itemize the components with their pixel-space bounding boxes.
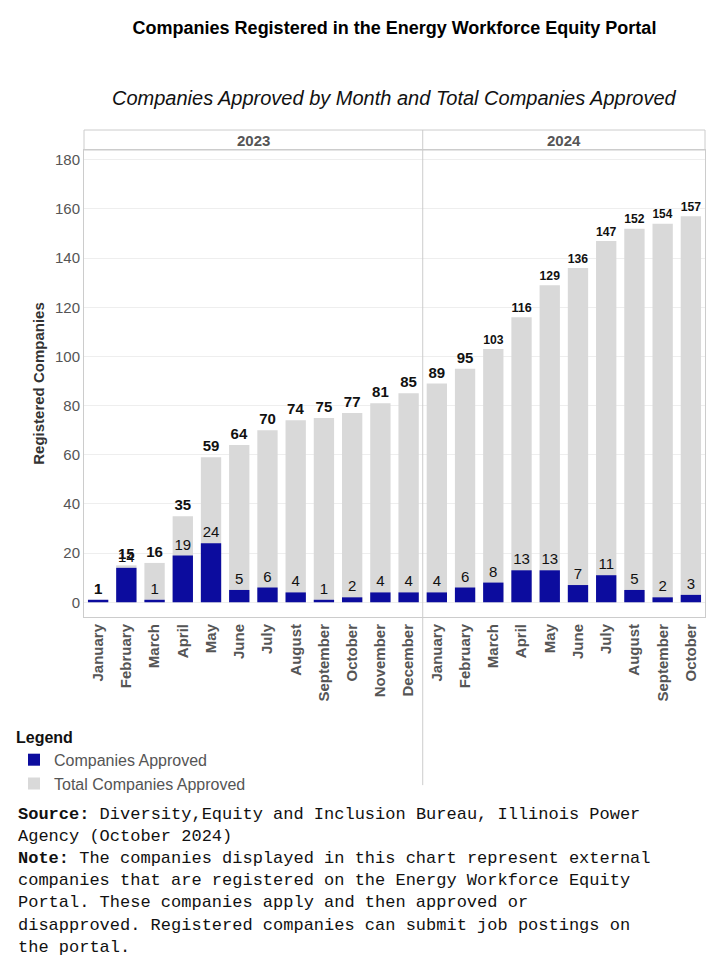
svg-text:180: 180 — [55, 151, 80, 168]
svg-text:May: May — [202, 623, 219, 653]
svg-text:2023: 2023 — [237, 132, 270, 149]
svg-text:Legend: Legend — [16, 729, 73, 746]
svg-text:120: 120 — [55, 299, 80, 316]
svg-text:October: October — [343, 624, 360, 682]
svg-text:1: 1 — [94, 580, 102, 597]
svg-text:24: 24 — [203, 523, 220, 540]
svg-text:October: October — [682, 624, 699, 682]
svg-text:103: 103 — [483, 333, 504, 347]
svg-text:60: 60 — [63, 446, 80, 463]
svg-text:February: February — [117, 623, 134, 688]
svg-text:Source: Diversity,Equity and I: Source: Diversity,Equity and Inclusion B… — [18, 805, 651, 957]
svg-text:140: 140 — [55, 249, 80, 266]
svg-text:6: 6 — [461, 568, 469, 585]
svg-text:74: 74 — [287, 400, 304, 417]
svg-text:81: 81 — [372, 383, 389, 400]
svg-text:1: 1 — [150, 580, 158, 597]
svg-text:November: November — [371, 624, 388, 698]
svg-text:85: 85 — [400, 373, 417, 390]
svg-text:Total Companies Approved: Total Companies Approved — [54, 776, 245, 793]
svg-text:1: 1 — [320, 580, 328, 597]
svg-text:160: 160 — [55, 200, 80, 217]
svg-text:147: 147 — [596, 225, 617, 239]
svg-text:5: 5 — [235, 570, 243, 587]
svg-text:4: 4 — [404, 572, 412, 589]
svg-text:July: July — [258, 623, 275, 654]
svg-text:100: 100 — [55, 348, 80, 365]
svg-text:Companies Registered in the En: Companies Registered in the Energy Workf… — [133, 18, 657, 38]
svg-text:35: 35 — [174, 496, 191, 513]
svg-text:January: January — [428, 623, 445, 681]
svg-text:2024: 2024 — [547, 132, 581, 149]
svg-text:129: 129 — [540, 269, 561, 283]
svg-text:June: June — [230, 624, 247, 659]
svg-text:59: 59 — [203, 437, 220, 454]
svg-text:1: 1 — [94, 580, 102, 597]
svg-text:March: March — [145, 624, 162, 668]
svg-text:6: 6 — [263, 568, 271, 585]
svg-text:77: 77 — [344, 393, 361, 410]
svg-text:80: 80 — [63, 397, 80, 414]
svg-text:4: 4 — [292, 572, 300, 589]
svg-text:June: June — [569, 624, 586, 659]
svg-text:July: July — [597, 623, 614, 654]
svg-text:2: 2 — [658, 577, 666, 594]
svg-text:3: 3 — [687, 575, 695, 592]
svg-text:157: 157 — [681, 200, 702, 214]
svg-text:5: 5 — [630, 570, 638, 587]
svg-text:19: 19 — [174, 536, 191, 553]
svg-text:December: December — [399, 624, 416, 697]
svg-text:64: 64 — [231, 425, 248, 442]
svg-text:16: 16 — [146, 543, 163, 560]
svg-text:4: 4 — [376, 572, 384, 589]
svg-text:2: 2 — [348, 577, 356, 594]
svg-text:August: August — [625, 624, 642, 676]
svg-text:April: April — [512, 624, 529, 658]
svg-text:40: 40 — [63, 495, 80, 512]
svg-text:4: 4 — [433, 572, 441, 589]
svg-text:Companies Approved by Month an: Companies Approved by Month and Total Co… — [112, 87, 677, 109]
svg-text:14: 14 — [118, 548, 135, 565]
svg-text:January: January — [89, 623, 106, 681]
svg-text:September: September — [654, 624, 671, 702]
svg-text:September: September — [315, 624, 332, 702]
svg-text:0: 0 — [72, 594, 80, 611]
svg-text:11: 11 — [598, 555, 614, 572]
svg-text:89: 89 — [428, 364, 445, 381]
svg-text:7: 7 — [574, 565, 582, 582]
svg-text:13: 13 — [513, 550, 530, 567]
svg-text:136: 136 — [568, 252, 589, 266]
svg-text:116: 116 — [511, 301, 531, 315]
svg-text:13: 13 — [541, 550, 558, 567]
svg-text:Registered Companies: Registered Companies — [30, 302, 47, 465]
svg-text:April: April — [174, 624, 191, 658]
svg-text:March: March — [484, 624, 501, 668]
svg-text:February: February — [456, 623, 473, 688]
svg-text:8: 8 — [489, 563, 497, 580]
svg-text:August: August — [287, 624, 304, 676]
svg-text:20: 20 — [63, 544, 80, 561]
svg-text:95: 95 — [457, 349, 474, 366]
svg-text:75: 75 — [316, 398, 333, 415]
svg-text:152: 152 — [624, 212, 645, 226]
svg-text:70: 70 — [259, 410, 276, 427]
svg-text:154: 154 — [653, 207, 673, 221]
svg-text:15: 15 — [118, 545, 135, 562]
svg-text:Companies Approved: Companies Approved — [54, 752, 207, 769]
svg-text:May: May — [541, 623, 558, 653]
